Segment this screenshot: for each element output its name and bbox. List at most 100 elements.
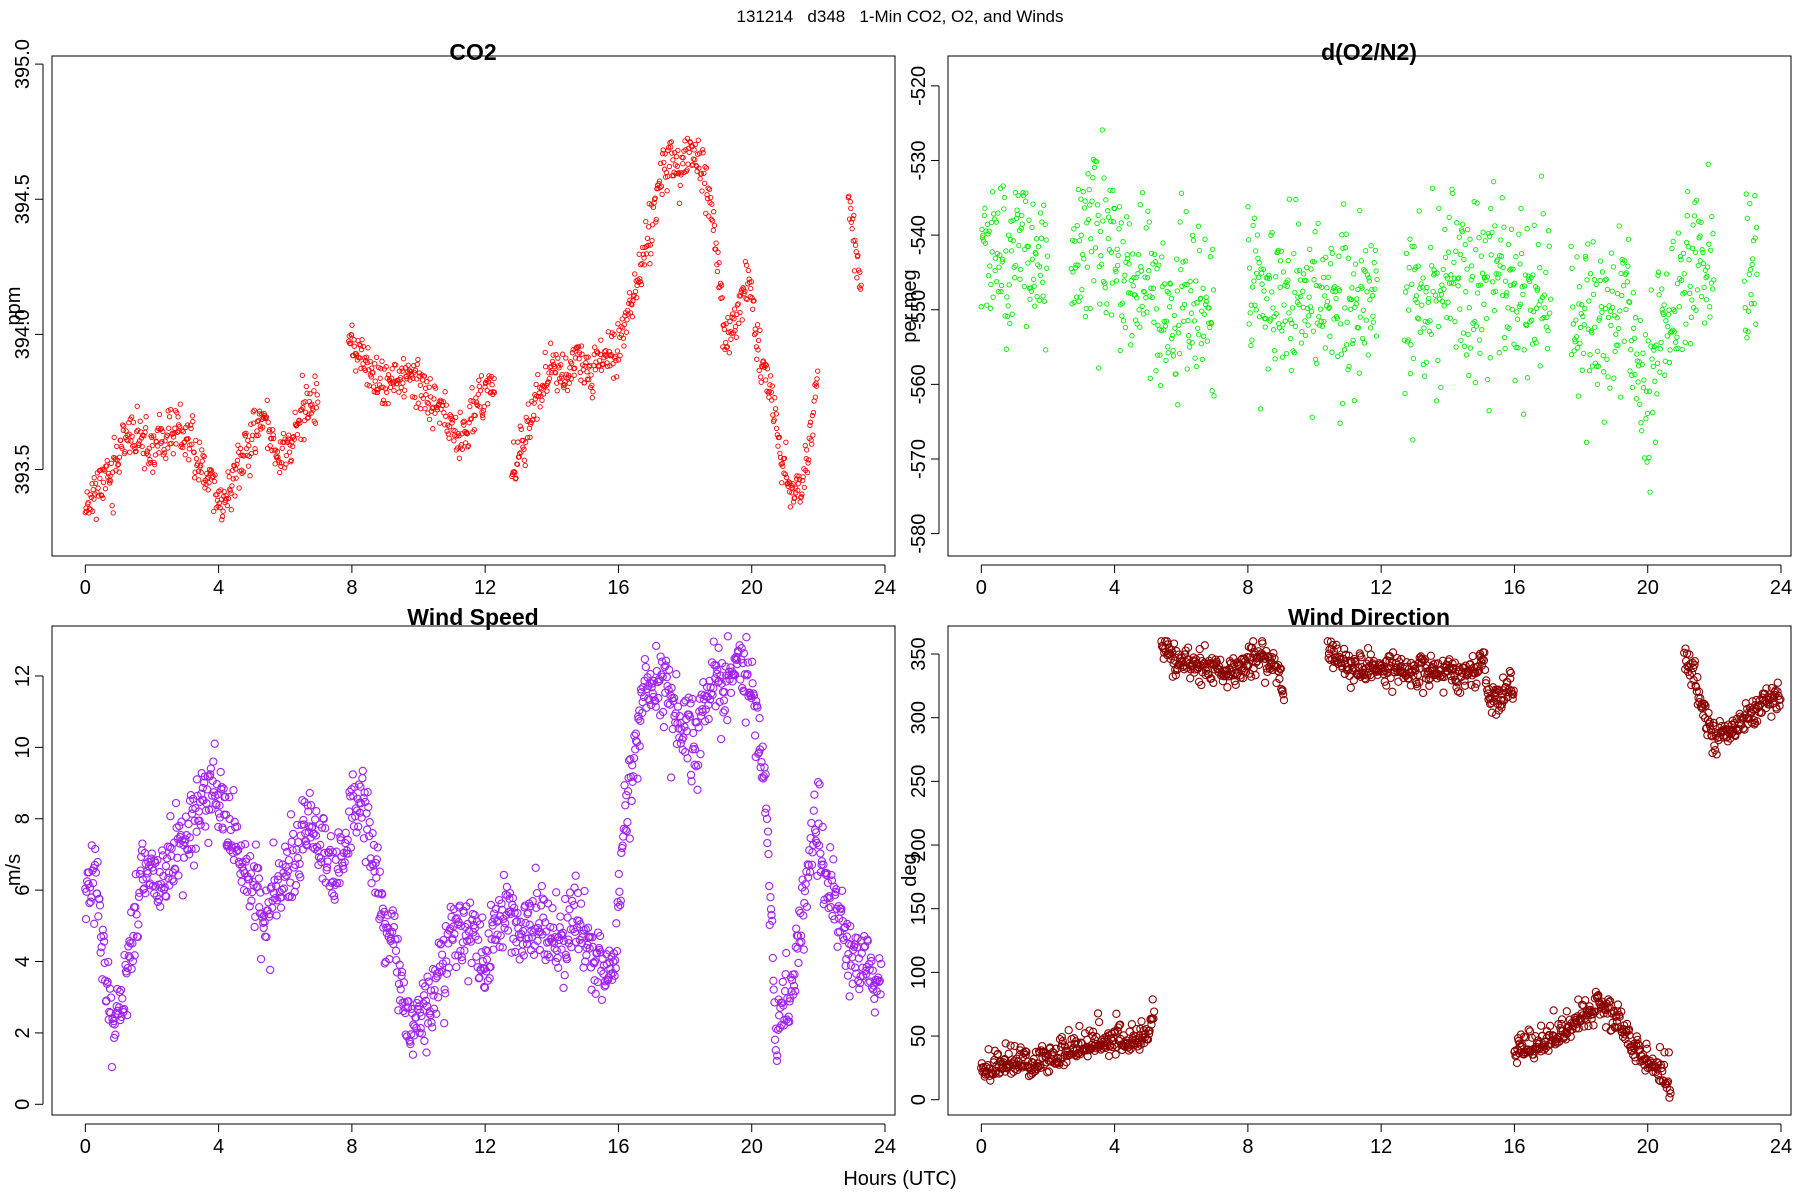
point [424,399,430,406]
point [1619,256,1625,263]
point [100,479,107,486]
point [1659,306,1665,313]
point [1134,295,1140,301]
point [134,892,144,902]
point [393,934,402,944]
point [605,958,614,967]
point [1149,294,1155,301]
point [649,692,658,702]
point [1023,323,1030,330]
point [411,362,417,369]
point [1248,342,1254,349]
point [237,445,244,452]
point [1574,254,1580,260]
point [469,385,475,391]
point [678,172,684,178]
point [1008,248,1015,254]
point [720,706,730,715]
point [670,157,676,163]
point [159,438,165,445]
point [1302,332,1309,339]
point [641,662,650,672]
point [584,369,590,375]
point [1134,321,1140,327]
point [649,222,656,228]
point [184,422,191,428]
point [263,414,270,420]
point [755,337,762,344]
point [1017,266,1024,273]
point [1402,390,1408,397]
point [1495,271,1502,277]
point [764,849,773,859]
point [375,867,384,876]
point [1505,241,1512,248]
point [1280,322,1286,328]
point [167,406,174,413]
point [1541,292,1548,298]
point [1471,198,1477,205]
point [1476,235,1482,241]
point [612,946,622,956]
point [1098,253,1104,259]
point [1690,660,1699,670]
point [677,182,683,189]
point [1275,247,1281,254]
point [626,300,632,307]
point [588,942,598,952]
point [1537,363,1543,369]
point [332,878,342,888]
point [1298,293,1304,300]
point [95,894,104,904]
point [1710,741,1719,750]
point [1482,238,1488,244]
point [1350,337,1356,344]
point [640,654,650,664]
point [302,841,312,850]
point [149,442,155,449]
point [1510,266,1516,272]
point [648,251,654,257]
point [1627,368,1633,374]
point [360,788,369,797]
point [1509,690,1518,699]
point [1776,695,1785,704]
point [1262,324,1268,330]
point [1190,237,1197,243]
point [847,940,856,950]
point [309,401,315,407]
point [221,488,227,495]
point [716,734,726,744]
point [1289,305,1296,311]
point [1710,746,1720,755]
point [753,703,762,712]
point [790,481,796,487]
point [283,461,289,467]
point [1601,369,1607,375]
point [629,314,636,320]
point [1508,266,1514,272]
point [1153,306,1160,312]
point [406,1039,415,1049]
point [637,279,644,285]
point [1428,244,1434,251]
point [1079,286,1085,293]
point [1209,246,1216,253]
point [982,205,988,211]
point [562,955,572,964]
point [341,828,350,837]
point [1476,337,1483,343]
point [764,366,771,372]
point [1700,260,1706,267]
point [834,902,843,911]
point [276,903,286,912]
point [1148,250,1155,256]
point [696,165,702,171]
point [1025,260,1031,266]
point [1094,202,1101,208]
point [358,774,367,783]
point [982,240,989,246]
point [1194,300,1200,306]
point [1291,350,1298,356]
